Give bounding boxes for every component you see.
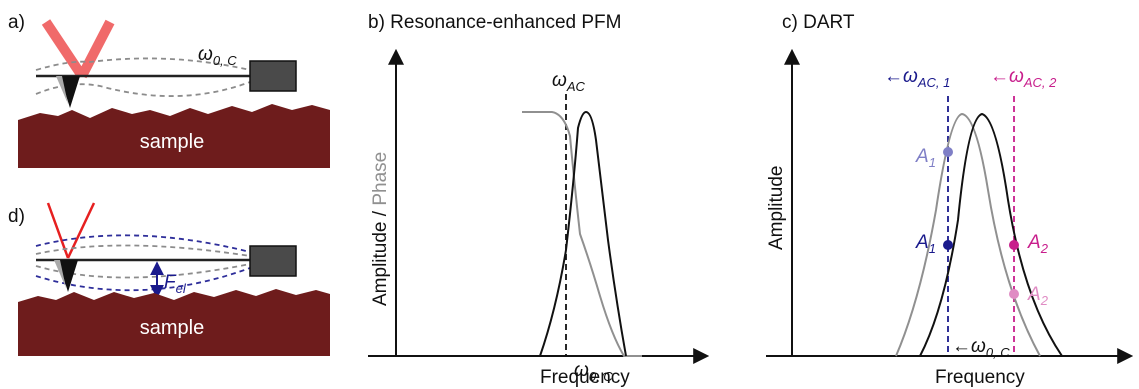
panel-d-label: d): [8, 206, 25, 227]
panel-a-label: a): [8, 12, 25, 33]
amplitude-curve: [539, 110, 627, 357]
omega-0c-label-a: ω0, C: [198, 44, 237, 68]
label-a1-faded: A1: [915, 146, 936, 170]
panel-c-title: c) DART: [782, 12, 855, 33]
phase-curve: [522, 111, 642, 357]
omega-0c-label-c: ←ω0, C: [952, 336, 1010, 360]
point-a1-faded: [943, 147, 953, 157]
label-a2-faded: A2: [1027, 284, 1049, 308]
panel-a: a) ω0, C sample: [8, 12, 330, 168]
deflection-blue-up-d: [35, 234, 251, 253]
point-a2-faded: [1009, 289, 1019, 299]
deflection-gray-up-d: [35, 244, 251, 257]
point-a1: [943, 240, 953, 250]
label-a1: A1: [915, 232, 936, 256]
omega-ac-label: ωAC: [552, 70, 585, 94]
omega-ac1-label: ←ωAC, 1: [884, 66, 950, 90]
panel-d: d) Fel sample: [8, 202, 330, 356]
sample-block-a: [18, 104, 330, 168]
label-a2: A2: [1027, 232, 1049, 256]
laser-beam-left: [41, 19, 87, 79]
x-axis-label-b: Frequency: [540, 367, 630, 388]
tip-d: [58, 260, 78, 292]
tip-shadow: [56, 76, 68, 104]
x-axis-label-c: Frequency: [935, 367, 1025, 388]
panel-c: c) DART Amplitude Frequency ←ωAC, 1 ←ωAC…: [766, 12, 1134, 388]
laser-beam-right-d: [66, 202, 96, 259]
force-label: Fel: [164, 272, 187, 296]
sample-label-d: sample: [140, 317, 204, 339]
resonance-curve: [919, 112, 1063, 357]
omega-0c-label-b: ω0, C: [574, 360, 613, 384]
cantilever-chip-d: [249, 245, 297, 277]
point-a2: [1009, 240, 1019, 250]
y-axis-label-c: Amplitude: [766, 166, 787, 251]
deflection-gray-down-d: [35, 263, 251, 279]
panel-b: b) Resonance-enhanced PFM Amplitude / Ph…: [368, 12, 710, 388]
deflection-up: [35, 57, 251, 71]
y-axis-label-b: Amplitude / Phase: [370, 152, 391, 306]
deflection-blue-down-d: [35, 267, 251, 292]
resonance-shifted-curve: [895, 112, 1041, 357]
tip-shadow-d: [54, 260, 66, 288]
sample-label-a: sample: [140, 131, 204, 153]
omega-ac2-label: ←ωAC, 2: [990, 66, 1057, 90]
tip: [60, 76, 80, 108]
laser-beam-right: [77, 19, 115, 79]
panel-b-title: b) Resonance-enhanced PFM: [368, 12, 621, 33]
cantilever-chip: [249, 60, 297, 92]
sample-block-d: [18, 289, 330, 356]
